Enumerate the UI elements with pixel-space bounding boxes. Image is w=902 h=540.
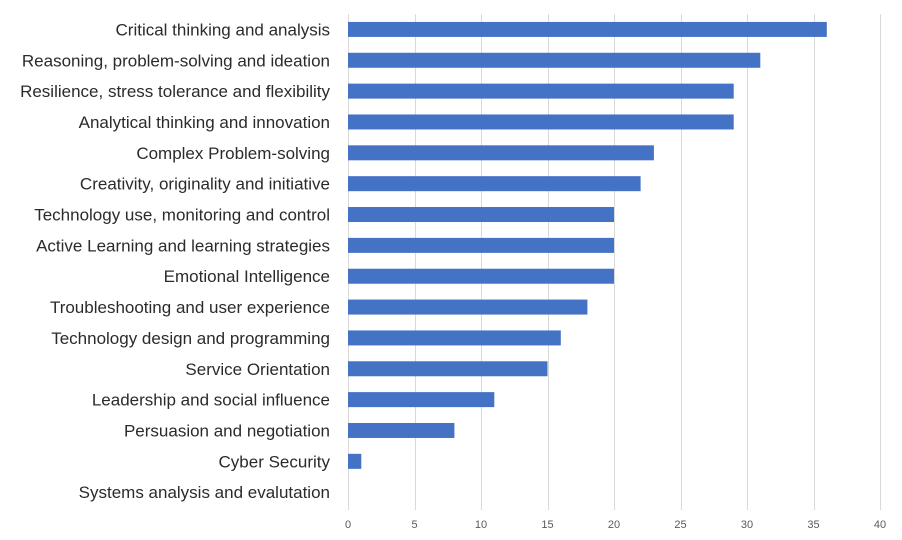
x-tick-label: 0: [345, 519, 351, 531]
x-tick-label: 25: [674, 519, 686, 531]
category-label: Critical thinking and analysis: [116, 20, 331, 39]
bar: [348, 52, 761, 68]
x-axis-ticks: 0 5 10 15 20 25 30 35 40: [345, 519, 886, 531]
x-tick-label: 15: [541, 519, 553, 531]
bar: [348, 268, 614, 284]
x-tick-label: 5: [411, 519, 417, 531]
x-tick-label: 40: [874, 519, 886, 531]
bar: [348, 21, 827, 37]
bar: [348, 176, 641, 192]
x-tick-label: 20: [608, 519, 620, 531]
bar: [348, 453, 362, 469]
category-label: Service Orientation: [185, 360, 330, 379]
bar: [348, 392, 495, 408]
category-label: Complex Problem-solving: [136, 144, 330, 163]
category-label: Technology use, monitoring and control: [34, 206, 330, 225]
bar: [348, 299, 588, 315]
x-tick-label: 10: [475, 519, 487, 531]
bar: [348, 207, 614, 223]
category-label: Creativity, originality and initiative: [80, 175, 330, 194]
bar: [348, 83, 734, 99]
x-tick-label: 35: [807, 519, 819, 531]
category-label: Leadership and social influence: [92, 391, 330, 410]
category-label: Troubleshooting and user experience: [50, 298, 330, 317]
bar-layer: [348, 21, 827, 469]
category-label: Cyber Security: [219, 452, 331, 471]
bar: [348, 145, 654, 161]
category-label: Persuasion and negotiation: [124, 421, 330, 440]
bar: [348, 361, 548, 377]
bar: [348, 330, 561, 346]
category-label: Systems analysis and evalutation: [79, 483, 330, 502]
category-label: Reasoning, problem-solving and ideation: [22, 51, 330, 70]
category-label: Analytical thinking and innovation: [79, 113, 330, 132]
category-label: Resilience, stress tolerance and flexibi…: [20, 82, 330, 101]
category-label: Emotional Intelligence: [164, 267, 330, 286]
category-label: Technology design and programming: [51, 329, 330, 348]
x-tick-label: 30: [741, 519, 753, 531]
bar: [348, 422, 455, 438]
category-labels: Critical thinking and analysis Reasoning,…: [20, 20, 330, 502]
bar: [348, 237, 614, 253]
bar: [348, 114, 734, 130]
category-label: Active Learning and learning strategies: [36, 236, 330, 255]
